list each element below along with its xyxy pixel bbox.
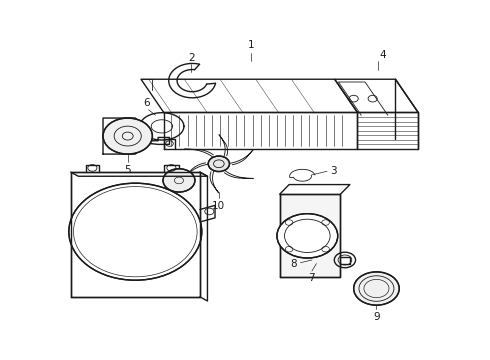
Circle shape — [208, 156, 229, 172]
Text: 3: 3 — [330, 166, 337, 176]
Text: 7: 7 — [308, 273, 315, 283]
Text: 9: 9 — [373, 311, 380, 321]
Polygon shape — [71, 172, 200, 297]
Text: 10: 10 — [212, 201, 225, 211]
Circle shape — [163, 169, 195, 192]
Text: 11: 11 — [150, 196, 163, 206]
Polygon shape — [280, 194, 341, 278]
Circle shape — [277, 214, 338, 258]
Circle shape — [69, 183, 202, 280]
Text: 5: 5 — [124, 165, 131, 175]
Text: 6: 6 — [144, 98, 150, 108]
Circle shape — [103, 118, 152, 154]
Circle shape — [354, 272, 399, 305]
Text: 2: 2 — [188, 53, 195, 63]
Text: 1: 1 — [248, 40, 254, 50]
Text: 8: 8 — [290, 258, 297, 269]
Text: 4: 4 — [379, 50, 386, 60]
